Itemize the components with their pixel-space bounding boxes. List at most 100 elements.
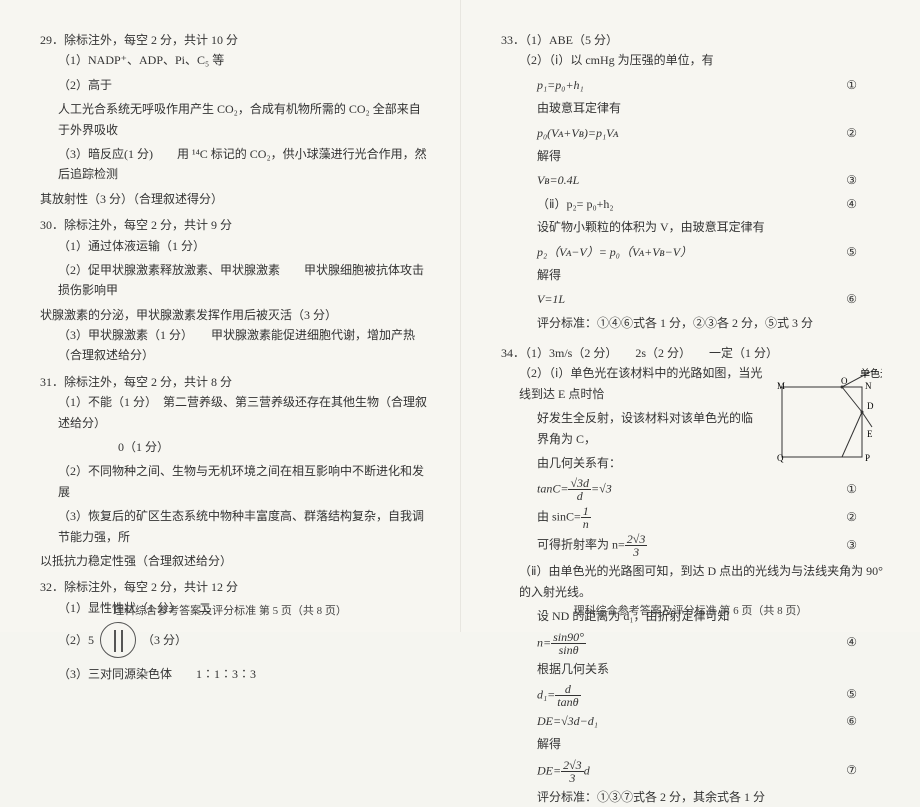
q34-eq1-lhs: tanC= (537, 482, 568, 496)
q34-eq4-frac: sin90°sinθ (551, 631, 586, 656)
q34-eq7n: ⑦ (837, 760, 857, 780)
q33-p2head: （2）（ⅰ）以 cmHg 为压强的单位，有 (519, 50, 892, 70)
q33-e4t: 设矿物小颗粒的体积为 V，由玻意耳定律有 (537, 217, 892, 237)
q34-eq2n: ② (837, 507, 857, 527)
q34-eq5-lhs: d₁= (537, 687, 555, 701)
svg-text:Q: Q (777, 453, 784, 463)
q34-part2: （ⅱ）由单色光的光路图可知，到达 D 点出的光线为与法线夹角为 90° 的入射光… (519, 561, 892, 602)
q31-p2: （2）不同物种之间、生物与无机环境之间在相互影响中不断进化和发展 (58, 461, 432, 502)
q34-eq2-frac: 1n (581, 505, 591, 530)
q33-e2-row: p₀(Vᴀ+Vʙ)=p₁Vᴀ② (537, 123, 892, 143)
q33-e1: p₁=p₀+h₁ (537, 75, 837, 95)
q34-eq7-frac: 2√33 (561, 759, 584, 784)
q34-eq6n: ⑥ (837, 711, 857, 731)
q34-eq3-frac: 2√33 (625, 533, 648, 558)
svg-text:D: D (867, 401, 874, 411)
q33-e4n: ⑤ (837, 242, 857, 262)
q33-part2n: ④ (837, 194, 857, 214)
q33-e2n: ② (837, 123, 857, 143)
q34-eq5t: 根据几何关系 (537, 659, 892, 679)
q30-p2b: 状腺激素的分泌，甲状腺激素发挥作用后被灭活（3 分） (40, 305, 432, 325)
q33-e1n: ① (837, 75, 857, 95)
q31-p1: （1）不能（1 分） 第二营养级、第三营养级还存在其他生物（合理叙述给分） (58, 392, 432, 433)
q33-e3-row: Vʙ=0.4L③ (537, 170, 892, 190)
q34-score: 评分标准：①③⑦式各 2 分，其余式各 1 分 (537, 787, 892, 807)
q33-e5t: 解得 (537, 265, 892, 285)
q29-p2b: 人工光合系统无呼吸作用产生 CO₂，合成有机物所需的 CO₂ 全部来自于外界吸收 (58, 99, 432, 140)
q34-eq5-row: d₁=dtanθ ⑤ (537, 683, 892, 708)
q30-p3: （3）甲状腺激素（1 分） 甲状腺激素能促进细胞代谢，增加产热（合理叙述给分） (58, 325, 432, 366)
q29-p3: （3）暗反应(1 分) 用 ¹⁴C 标记的 CO₂，供小球藻进行光合作用，然后追… (58, 144, 432, 185)
q32-p2a: （2）5 (58, 630, 94, 650)
q34-eq1-frac: √3dd (568, 477, 591, 502)
q34-eq6: DE=√3d−d₁ (537, 711, 837, 731)
diag-label: 单色光 (860, 367, 882, 380)
q34-eq5n: ⑤ (837, 684, 857, 704)
q30: 30．除标注外，每空 2 分，共计 9 分 （1）通过体液运输（1 分） （2）… (40, 215, 432, 366)
q34-eq1-row: tanC=√3dd=√3 ① (537, 477, 892, 502)
q32-p2: （2）5 （3 分） (58, 622, 432, 658)
q32-p3: （3）三对同源染色体 1∶1∶3∶3 (58, 664, 432, 684)
q34-eq1-rhs: =√3 (591, 482, 612, 496)
q33-score: 评分标准：①④⑥式各 1 分，②③各 2 分，⑤式 3 分 (537, 313, 892, 333)
q31: 31．除标注外，每空 2 分，共计 8 分 （1）不能（1 分） 第二营养级、第… (40, 372, 432, 572)
q34-eq7-lhs: DE= (537, 763, 561, 777)
q34-eq7-row: DE=2√33d ⑦ (537, 759, 892, 784)
q33-e3t: 解得 (537, 146, 892, 166)
q29: 29．除标注外，每空 2 分，共计 10 分 （1）NADP⁺、ADP、Pi、C… (40, 30, 432, 209)
q29-head: 29．除标注外，每空 2 分，共计 10 分 (40, 30, 432, 50)
q30-p2: （2）促甲状腺激素释放激素、甲状腺激素 甲状腺细胞被抗体攻击损伤影响甲 (58, 260, 432, 301)
q33-e5n: ⑥ (837, 289, 857, 309)
svg-text:P: P (865, 453, 870, 463)
q34-eq4-lhs: n= (537, 635, 551, 649)
q34-eq3-lhs: 可得折射率为 n= (537, 538, 625, 552)
q33-e3: Vʙ=0.4L (537, 170, 837, 190)
svg-text:O: O (841, 376, 848, 386)
q30-head: 30．除标注外，每空 2 分，共计 9 分 (40, 215, 432, 235)
q32: 32．除标注外，每空 2 分，共计 12 分 （1）显性性状（1 分） 二 （2… (40, 577, 432, 684)
q29-p1: （1）NADP⁺、ADP、Pi、C₅ 等 (58, 50, 432, 70)
q34-eq3n: ③ (837, 535, 857, 555)
q31-p3b: 以抵抗力稳定性强（合理叙述给分） (40, 551, 432, 571)
q33-p2ii-row: （ⅱ）p₂= p₀+h₂④ (537, 194, 892, 214)
q31-p3: （3）恢复后的矿区生态系统中物种丰富度高、群落结构复杂，自我调节能力强，所 (58, 506, 432, 547)
q33-head: 33．（1）ABE（5 分） (501, 30, 892, 50)
q33-e5-row: V=1L⑥ (537, 289, 892, 309)
q34-eq1n: ① (837, 479, 857, 499)
q33: 33．（1）ABE（5 分） （2）（ⅰ）以 cmHg 为压强的单位，有 p₁=… (501, 30, 892, 333)
q34: 34．（1）3m/s（2 分） 2s（2 分） 一定（1 分） 单色光 M O … (501, 343, 892, 807)
q30-p1: （1）通过体液运输（1 分） (58, 236, 432, 256)
q29-p3b: 其放射性（3 分）（合理叙述得分） (40, 189, 432, 209)
q34-eq4n: ④ (837, 632, 857, 652)
svg-text:E: E (867, 429, 873, 439)
q33-e2t: 由玻意耳定律有 (537, 98, 892, 118)
q34-eq2-row: 由 sinC=1n ② (537, 505, 892, 530)
q29-p2a: （2）高于 (58, 75, 432, 95)
q33-part2: （ⅱ）p₂= p₀+h₂ (537, 194, 837, 214)
q33-e5: V=1L (537, 289, 837, 309)
q33-e4-row: p₂（Vᴀ−V）= p₀（Vᴀ+Vʙ−V）⑤ (537, 242, 892, 262)
q34-eq7-rhs: d (584, 763, 590, 777)
q33-e4: p₂（Vᴀ−V）= p₀（Vᴀ+Vʙ−V） (537, 242, 837, 262)
q31-head: 31．除标注外，每空 2 分，共计 8 分 (40, 372, 432, 392)
q34-eq2-lhs: 由 sinC= (537, 510, 581, 524)
q32-head: 32．除标注外，每空 2 分，共计 12 分 (40, 577, 432, 597)
q34-eq6-row: DE=√3d−d₁⑥ (537, 711, 892, 731)
q33-e1-row: p₁=p₀+h₁① (537, 75, 892, 95)
chromosome-diagram (100, 622, 136, 658)
q34-eq7t: 解得 (537, 734, 892, 754)
svg-text:M: M (777, 381, 785, 391)
q33-e2: p₀(Vᴀ+Vʙ)=p₁Vᴀ (537, 123, 837, 143)
q33-e3n: ③ (837, 170, 857, 190)
q34-head: 34．（1）3m/s（2 分） 2s（2 分） 一定（1 分） (501, 343, 892, 363)
page-5-footer: 理科综合参考答案及评分标准 第 5 页（共 8 页） (0, 602, 460, 618)
page-5: 29．除标注外，每空 2 分，共计 10 分 （1）NADP⁺、ADP、Pi、C… (0, 0, 460, 632)
page-6-footer: 理科综合参考答案及评分标准 第 6 页（共 8 页） (461, 602, 920, 618)
svg-text:N: N (865, 381, 872, 391)
q34-eq4-row: n=sin90°sinθ ④ (537, 631, 892, 656)
optics-diagram: 单色光 M O N D E P Q (772, 367, 882, 467)
q31-p1b: 0（1 分） (58, 437, 432, 457)
q34-eq3-row: 可得折射率为 n=2√33 ③ (537, 533, 892, 558)
page-6: 33．（1）ABE（5 分） （2）（ⅰ）以 cmHg 为压强的单位，有 p₁=… (460, 0, 920, 632)
q34-eq5-frac: dtanθ (555, 683, 580, 708)
